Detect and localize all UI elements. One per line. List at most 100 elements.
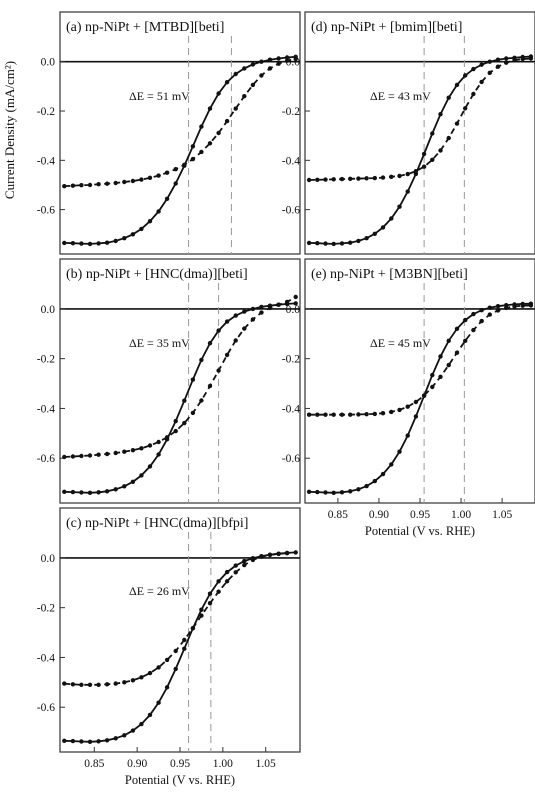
x-axis-label: Potential (V vs. RHE) [125, 773, 235, 787]
data-point [446, 135, 451, 141]
data-point [479, 79, 484, 85]
y-tick-label: 0.0 [41, 57, 56, 69]
data-point [207, 383, 213, 389]
data-point [70, 489, 76, 495]
data-point [454, 82, 460, 88]
data-point [147, 712, 153, 718]
data-point [276, 61, 281, 66]
data-point [348, 240, 353, 245]
x-axis-label: Potential (V vs. RHE) [365, 524, 475, 538]
data-point [173, 167, 178, 172]
data-point [364, 412, 369, 417]
data-point [356, 176, 361, 181]
data-point [339, 241, 345, 246]
data-point [438, 112, 443, 117]
data-point [207, 601, 213, 606]
data-point [130, 678, 136, 683]
data-point [173, 666, 178, 672]
data-point [380, 225, 386, 230]
data-point [70, 682, 76, 687]
data-point [104, 451, 110, 457]
data-point [421, 151, 427, 157]
data-point [122, 680, 127, 685]
data-point [356, 487, 361, 492]
data-point [463, 73, 468, 78]
data-point [372, 478, 377, 484]
data-point [306, 240, 312, 246]
data-point [242, 562, 247, 568]
data-point [242, 326, 247, 331]
data-point [113, 736, 118, 741]
data-point [147, 219, 153, 224]
data-point [130, 728, 136, 733]
data-point [339, 176, 345, 182]
data-point [315, 489, 320, 495]
data-point [471, 91, 476, 97]
data-point [224, 579, 230, 584]
data-point [156, 452, 161, 457]
data-point [495, 308, 501, 313]
delta-e-annotation: ΔE = 51 mV [129, 89, 190, 103]
panel-title: (d) np-NiPt + [bmim][beti] [311, 20, 462, 35]
data-point [233, 313, 238, 318]
panel-frame [304, 11, 535, 255]
data-point [96, 241, 101, 246]
y-axis-label: Current Density (mA/cm²) [2, 61, 17, 199]
x-tick-label: 0.95 [410, 509, 430, 521]
data-point [79, 490, 84, 495]
data-point [487, 305, 492, 310]
data-point [113, 681, 118, 686]
data-point [173, 181, 178, 186]
data-point [463, 338, 468, 343]
data-point [96, 452, 101, 457]
data-point [164, 170, 170, 175]
data-point [190, 625, 196, 631]
data-point [250, 82, 256, 88]
data-point [284, 58, 290, 63]
y-tick-label: -0.2 [37, 603, 55, 615]
data-point [306, 177, 312, 183]
dashed-series-line [309, 304, 531, 416]
data-point [87, 182, 93, 188]
data-point [512, 58, 517, 63]
data-point [113, 487, 118, 492]
dashed-series-line [64, 58, 296, 188]
data-point [199, 607, 204, 612]
data-point [224, 118, 230, 124]
data-point [528, 56, 534, 61]
data-point [207, 106, 213, 111]
data-point [372, 411, 377, 417]
x-tick-label: 0.85 [328, 509, 348, 521]
y-tick-label: -0.4 [282, 155, 300, 167]
data-point [130, 448, 136, 453]
data-point [250, 317, 256, 322]
data-point [479, 62, 484, 67]
data-point [147, 175, 153, 180]
data-point [104, 738, 110, 743]
data-point [250, 62, 256, 67]
dashed-series-line [309, 57, 531, 181]
data-point [216, 579, 221, 584]
data-point [487, 70, 492, 76]
data-point [438, 148, 443, 153]
data-point [164, 657, 170, 663]
solid-series-line [64, 55, 296, 245]
data-point [164, 685, 170, 690]
data-point [495, 64, 501, 69]
data-point [242, 558, 247, 564]
data-point [96, 182, 101, 187]
data-point [306, 412, 312, 417]
data-point [139, 226, 144, 232]
data-point [315, 412, 320, 417]
data-point [364, 236, 369, 241]
data-point [356, 412, 361, 417]
data-point [293, 56, 298, 62]
data-point [284, 299, 290, 305]
data-point [267, 57, 273, 62]
data-point [139, 721, 144, 727]
data-point [259, 59, 264, 64]
data-point [259, 73, 264, 78]
data-point [504, 56, 509, 61]
data-point [70, 241, 76, 246]
solid-series-line [309, 302, 531, 494]
